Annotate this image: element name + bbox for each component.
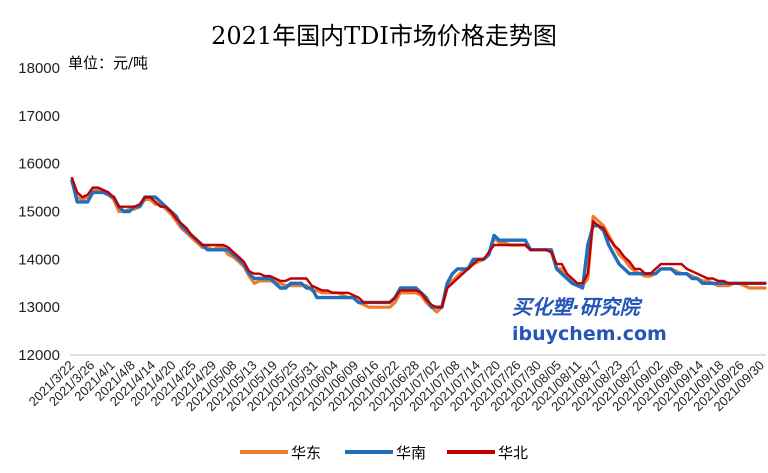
- watermark-url: ibuychem.com: [512, 323, 667, 345]
- chart-title: 2021年国内TDI市场价格走势图: [211, 22, 557, 50]
- y-axis: 12000 13000 14000 15000 16000 17000 18000: [18, 60, 60, 364]
- y-tick-label: 17000: [18, 108, 60, 125]
- series-line-3: [70, 176, 767, 309]
- legend-label: 华南: [396, 444, 426, 462]
- watermark: 买化塑·研究院 ibuychem.com: [512, 295, 667, 345]
- y-tick-label: 12000: [18, 347, 60, 364]
- y-tick-label: 16000: [18, 156, 60, 173]
- y-tick-label: 14000: [18, 251, 60, 268]
- legend: 华东 华南 华北: [240, 444, 528, 462]
- y-tick-label: 18000: [18, 60, 60, 77]
- series-line-1: [70, 181, 767, 314]
- unit-label: 单位：元/吨: [68, 54, 148, 72]
- y-tick-label: 13000: [18, 299, 60, 316]
- watermark-brand: 买化塑·研究院: [512, 295, 644, 319]
- legend-label: 华东: [291, 444, 321, 462]
- series-layer: [70, 176, 767, 314]
- y-tick-label: 15000: [18, 204, 60, 221]
- legend-label: 华北: [498, 444, 528, 462]
